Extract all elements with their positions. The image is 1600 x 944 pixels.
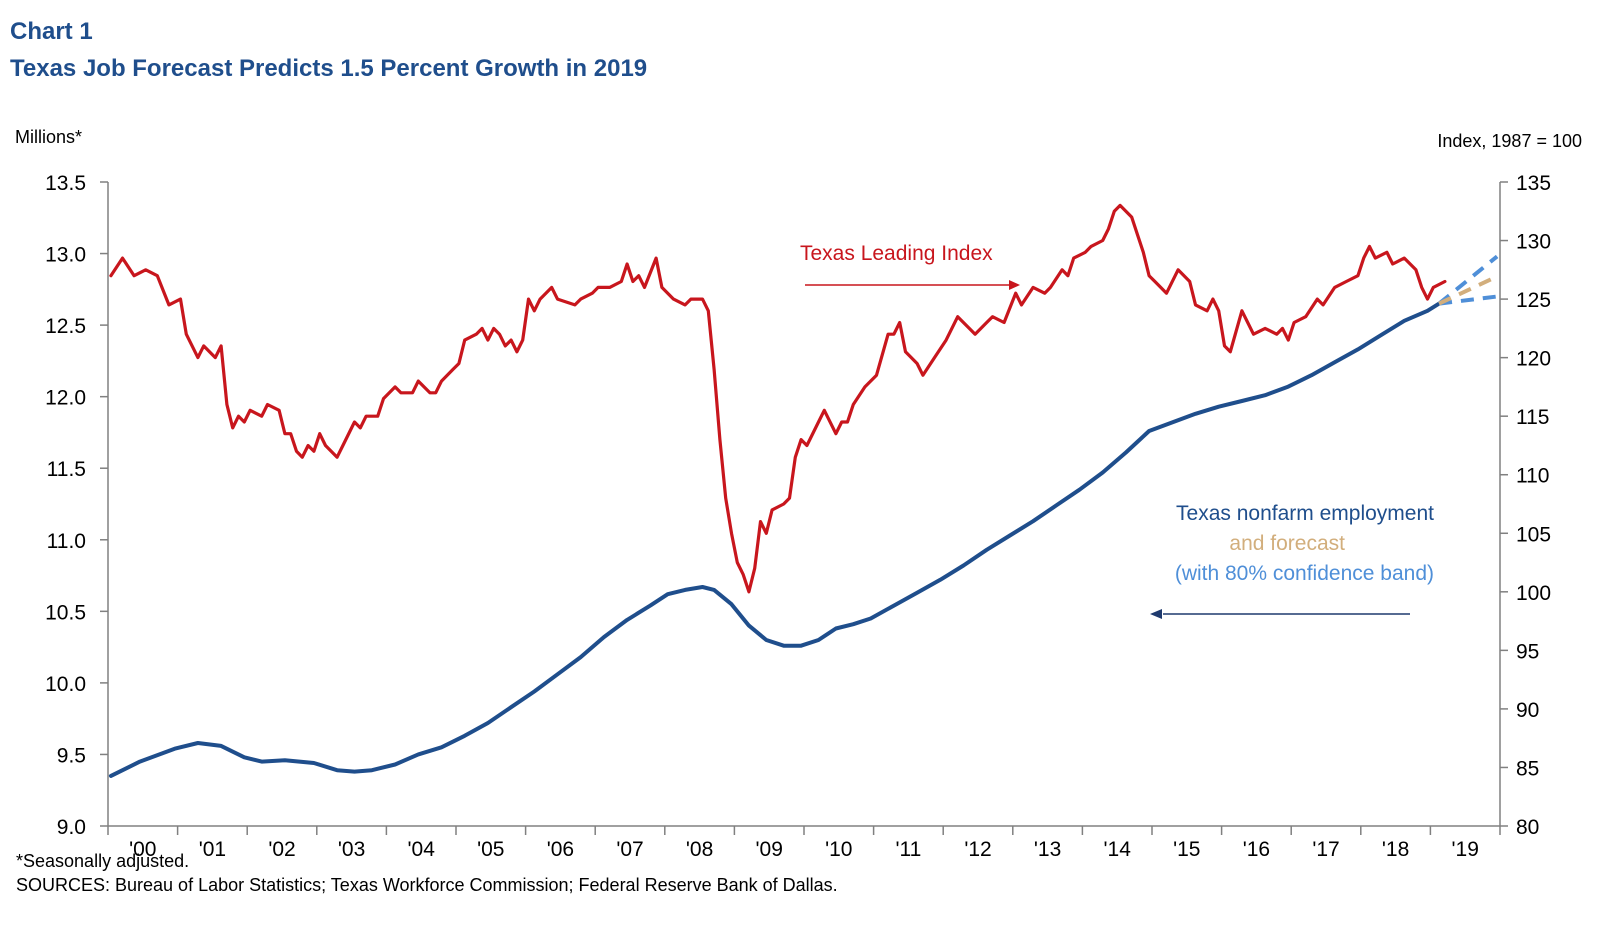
x-tick-label: '12 bbox=[964, 838, 991, 861]
x-tick-label: '05 bbox=[477, 838, 504, 861]
left-tick-label: 12.0 bbox=[45, 387, 86, 410]
leading-index-arrow-head bbox=[1009, 280, 1020, 290]
left-tick-label: 9.5 bbox=[57, 744, 86, 767]
left-tick-label: 12.5 bbox=[45, 315, 86, 338]
x-tick-label: '04 bbox=[408, 838, 436, 861]
left-tick-label: 11.5 bbox=[47, 458, 86, 481]
axes: 9.0 9.5 10.0 10.5 11.0 11.5 12.0 12.5 13.0 13.5 80… bbox=[45, 172, 1551, 861]
chart-number: Chart 1 bbox=[10, 18, 93, 45]
employment-label: Texas nonfarm employment bbox=[1176, 502, 1434, 525]
confidence-band-upper bbox=[1437, 254, 1499, 306]
right-tick-label: 130 bbox=[1516, 231, 1551, 254]
employment-arrow-head bbox=[1150, 609, 1162, 619]
right-tick-label: 90 bbox=[1516, 699, 1539, 722]
right-tick-label: 110 bbox=[1516, 465, 1549, 488]
x-tick-label: '19 bbox=[1452, 838, 1479, 861]
x-tick-label: '13 bbox=[1034, 838, 1061, 861]
chart-title: Texas Job Forecast Predicts 1.5 Percent … bbox=[10, 55, 648, 82]
left-tick-label: 11.0 bbox=[47, 530, 86, 553]
right-tick-label: 80 bbox=[1516, 816, 1539, 839]
x-tick-label: '08 bbox=[686, 838, 713, 861]
confidence-band-lower bbox=[1438, 294, 1498, 306]
x-tick-label: '14 bbox=[1104, 838, 1132, 861]
x-tick-label: '17 bbox=[1312, 838, 1339, 861]
right-tick-label: 100 bbox=[1516, 582, 1551, 605]
employment-line bbox=[108, 301, 1442, 778]
x-tick-label: '16 bbox=[1243, 838, 1270, 861]
right-tick-label: 135 bbox=[1516, 172, 1551, 195]
left-tick-label: 13.0 bbox=[45, 244, 86, 267]
forecast-label: and forecast bbox=[1229, 532, 1345, 555]
right-axis-unit-label: Index, 1987 = 100 bbox=[1437, 131, 1582, 151]
sources-note: SOURCES: Bureau of Labor Statistics; Tex… bbox=[16, 875, 838, 895]
footnote: *Seasonally adjusted. bbox=[16, 851, 190, 871]
x-tick-label: '06 bbox=[547, 838, 574, 861]
x-tick-label: '15 bbox=[1173, 838, 1200, 861]
left-tick-label: 10.0 bbox=[45, 673, 86, 696]
right-tick-label: 85 bbox=[1516, 757, 1539, 780]
left-tick-label: 13.5 bbox=[45, 172, 86, 195]
annotations: Texas Leading Index Texas nonfarm employ… bbox=[800, 242, 1434, 619]
left-tick-label: 9.0 bbox=[57, 816, 86, 839]
x-tick-label: '11 bbox=[895, 838, 921, 861]
right-tick-label: 125 bbox=[1516, 289, 1551, 312]
x-tick-label: '02 bbox=[268, 838, 295, 861]
confidence-band-label: (with 80% confidence band) bbox=[1175, 562, 1434, 585]
left-axis-unit-label: Millions* bbox=[15, 127, 83, 147]
x-tick-label: '18 bbox=[1382, 838, 1409, 861]
x-tick-label: '03 bbox=[338, 838, 365, 861]
x-tick-label: '09 bbox=[756, 838, 783, 861]
right-tick-label: 115 bbox=[1516, 406, 1549, 429]
x-tick-label: '10 bbox=[825, 838, 852, 861]
leading-index-label: Texas Leading Index bbox=[800, 242, 993, 265]
forecast-line bbox=[1438, 274, 1498, 306]
series bbox=[108, 203, 1499, 778]
leading-index-line bbox=[109, 203, 1447, 594]
x-tick-label: '00 bbox=[129, 838, 156, 861]
x-tick-label: '07 bbox=[616, 838, 643, 861]
right-tick-label: 95 bbox=[1516, 640, 1539, 663]
right-tick-label: 120 bbox=[1516, 348, 1551, 371]
right-tick-label: 105 bbox=[1516, 523, 1551, 546]
left-tick-label: 10.5 bbox=[45, 601, 86, 624]
x-tick-label: '01 bbox=[199, 838, 226, 861]
